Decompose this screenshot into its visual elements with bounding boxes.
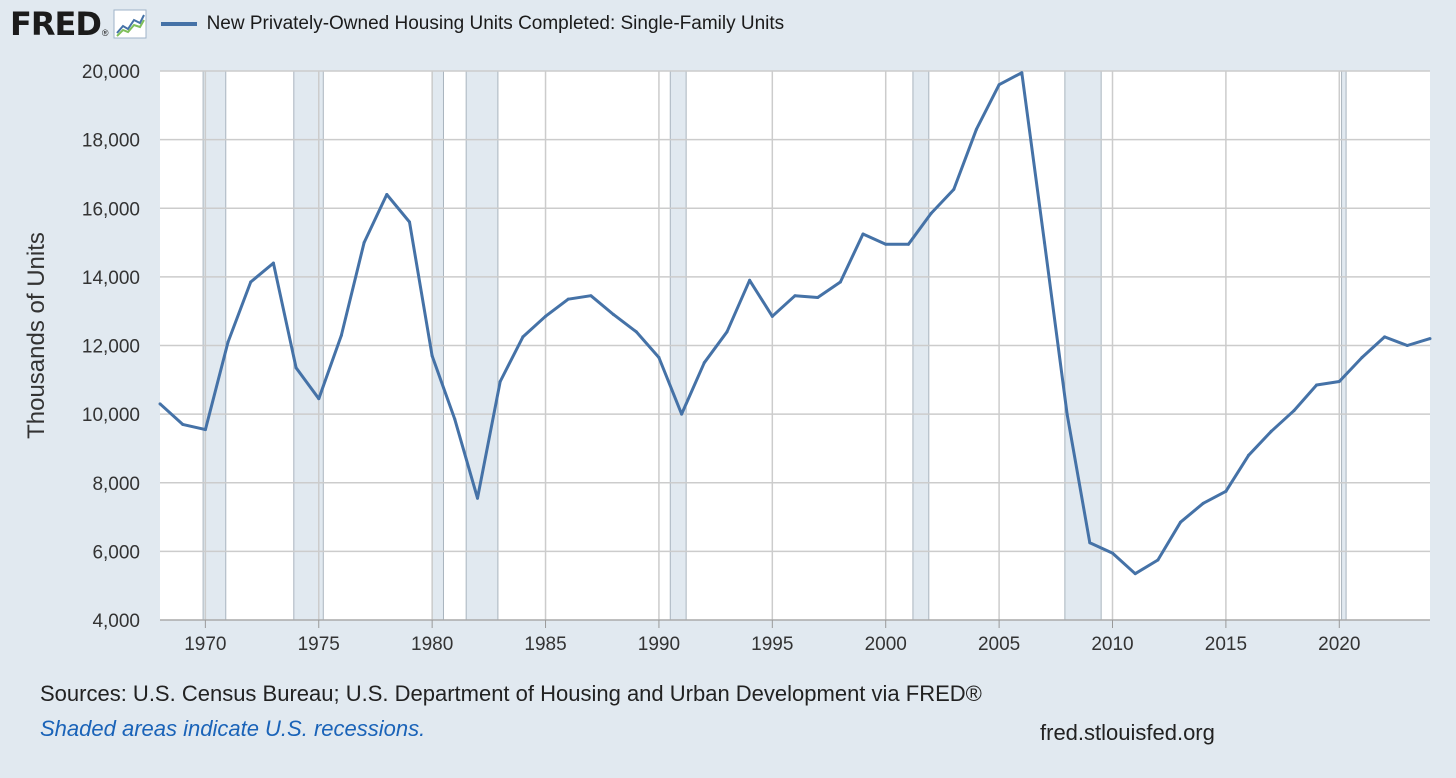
- x-tick-label: 1970: [184, 634, 226, 655]
- y-tick-label: 20,000: [82, 62, 140, 83]
- data-point: [861, 232, 865, 236]
- y-tick-label: 12,000: [82, 337, 140, 358]
- y-tick-label: 8,000: [92, 474, 140, 495]
- data-point: [317, 397, 321, 401]
- y-tick-label: 4,000: [92, 611, 140, 632]
- x-tick-label: 2010: [1091, 634, 1133, 655]
- data-point: [1179, 520, 1183, 524]
- data-point: [1269, 429, 1273, 433]
- data-point: [476, 496, 479, 500]
- data-point: [952, 187, 956, 191]
- data-point: [203, 428, 207, 432]
- data-point: [974, 127, 978, 131]
- data-point: [997, 83, 1001, 87]
- fred-graph-icon: [113, 9, 147, 39]
- data-point: [1315, 383, 1319, 387]
- data-point: [725, 330, 729, 334]
- data-point: [1201, 501, 1205, 505]
- data-point: [1405, 344, 1409, 347]
- data-point: [1383, 335, 1387, 339]
- data-point: [816, 295, 820, 299]
- data-point: [884, 242, 888, 246]
- data-point: [249, 280, 253, 284]
- data-point: [544, 314, 548, 318]
- data-point: [1042, 241, 1046, 245]
- data-point: [407, 220, 411, 224]
- data-point: [589, 294, 593, 298]
- y-tick-label: 10,000: [82, 405, 140, 426]
- y-tick-label: 14,000: [82, 268, 140, 289]
- site-url: fred.stlouisfed.org: [1040, 720, 1215, 745]
- x-tick-label: 1990: [638, 634, 680, 655]
- data-point: [385, 193, 389, 197]
- y-tick-label: 16,000: [82, 199, 140, 220]
- data-point: [657, 356, 661, 360]
- data-point: [430, 354, 434, 358]
- recession-note: Shaded areas indicate U.S. recessions.: [40, 716, 426, 741]
- data-point: [1111, 551, 1114, 555]
- x-tick-label: 1995: [751, 634, 793, 655]
- data-point: [362, 241, 366, 245]
- data-point: [181, 422, 185, 426]
- data-point: [1088, 541, 1092, 545]
- data-point: [453, 417, 457, 421]
- x-tick-label: 2015: [1205, 634, 1247, 655]
- data-point: [1292, 409, 1296, 413]
- fred-logo: FRED: [10, 5, 102, 43]
- data-point: [1156, 558, 1160, 562]
- data-point: [521, 335, 525, 339]
- data-point: [158, 402, 162, 406]
- data-point: [1337, 380, 1341, 384]
- y-tick-label: 6,000: [92, 542, 140, 563]
- x-tick-label: 1975: [298, 634, 340, 655]
- data-point: [680, 412, 684, 416]
- data-point: [294, 366, 298, 370]
- data-point: [929, 211, 933, 215]
- x-tick-label: 2000: [865, 634, 907, 655]
- legend-label: New Privately-Owned Housing Units Comple…: [206, 13, 785, 34]
- x-tick-label: 2005: [978, 634, 1020, 655]
- data-point: [271, 261, 275, 265]
- fred-logo-registered-mark: ®: [101, 28, 109, 38]
- data-point: [1428, 337, 1432, 341]
- data-point: [838, 280, 842, 284]
- y-tick-label: 18,000: [82, 131, 140, 152]
- data-point: [1224, 489, 1228, 493]
- data-point: [1065, 412, 1069, 416]
- x-tick-label: 2020: [1318, 634, 1360, 655]
- chart-header: FRED ® New Privately-Owned Housing Units…: [10, 4, 784, 44]
- data-point: [906, 242, 910, 246]
- data-point: [566, 297, 570, 301]
- data-point: [748, 278, 752, 282]
- x-tick-label: 1980: [411, 634, 453, 655]
- data-point: [793, 294, 797, 298]
- data-point: [770, 314, 774, 318]
- legend-swatch: [160, 22, 197, 26]
- y-axis-label: Thousands of Units: [23, 232, 50, 439]
- data-point: [612, 313, 616, 317]
- data-point: [634, 330, 638, 334]
- data-point: [1360, 356, 1364, 360]
- sources-text: Sources: U.S. Census Bureau; U.S. Depart…: [40, 681, 982, 706]
- data-point: [702, 361, 706, 365]
- data-point: [226, 340, 230, 344]
- data-point: [339, 333, 343, 337]
- line-chart: 4,000 6,000 8,000 10,000 12,000 14,000 16,000 1…: [23, 62, 1432, 655]
- x-tick-label: 1985: [524, 634, 566, 655]
- data-point: [1247, 453, 1251, 457]
- data-point: [1133, 572, 1137, 576]
- data-point: [498, 380, 502, 384]
- data-point: [1020, 71, 1024, 75]
